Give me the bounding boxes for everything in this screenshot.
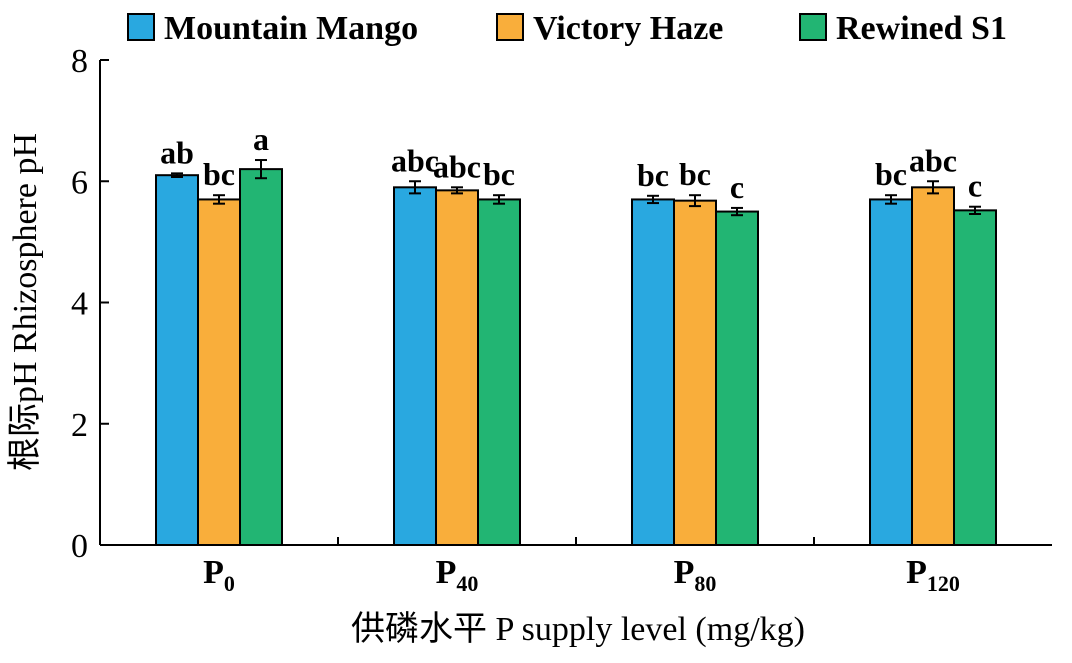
legend-swatch xyxy=(496,13,524,41)
legend: Mountain Mango Victory Haze Rewined S1 xyxy=(127,10,1007,47)
x-axis: P0 P40 P80 P120 xyxy=(100,537,1052,596)
bar xyxy=(953,209,997,546)
bar xyxy=(477,198,521,546)
x-tick-label: P120 xyxy=(906,554,960,596)
x-tick-label: P80 xyxy=(674,554,717,596)
bar xyxy=(239,168,283,546)
significance-label: abc xyxy=(909,142,957,178)
bar xyxy=(673,199,717,546)
significance-label: bc xyxy=(679,156,711,192)
significance-label: c xyxy=(968,168,982,204)
bar xyxy=(869,198,913,546)
bar xyxy=(155,174,199,546)
bar xyxy=(393,186,437,546)
y-tick-label: 6 xyxy=(71,164,88,201)
y-tick-label: 0 xyxy=(71,528,88,565)
y-tick-label: 2 xyxy=(71,407,88,444)
bar xyxy=(435,189,479,546)
x-axis-title: 供磷水平 P supply level (mg/kg) xyxy=(351,610,805,648)
significance-label: ab xyxy=(160,134,194,170)
significance-label: bc xyxy=(483,156,515,192)
significance-label: abc xyxy=(391,142,439,178)
legend-label: Rewined S1 xyxy=(836,10,1007,47)
significance-label: bc xyxy=(637,157,669,193)
legend-swatch xyxy=(127,13,155,41)
x-tick-label: P40 xyxy=(436,554,479,596)
legend-swatch xyxy=(799,13,827,41)
x-tick-label: P0 xyxy=(203,554,235,596)
significance-label: a xyxy=(253,121,269,157)
significance-label: bc xyxy=(203,156,235,192)
significance-label: c xyxy=(730,169,744,205)
significance-label: bc xyxy=(875,156,907,192)
significance-label: abc xyxy=(433,148,481,184)
legend-label: Mountain Mango xyxy=(164,10,418,47)
y-axis-title: 根际pH Rhizosphere pH xyxy=(7,133,44,471)
bar xyxy=(911,186,955,546)
bar xyxy=(631,198,675,546)
bar xyxy=(715,210,759,546)
legend-label: Victory Haze xyxy=(533,10,723,47)
y-tick-label: 4 xyxy=(71,286,88,323)
y-axis: 0 2 4 6 8 xyxy=(71,43,109,565)
y-tick-label: 8 xyxy=(71,43,88,80)
bar xyxy=(197,198,241,546)
